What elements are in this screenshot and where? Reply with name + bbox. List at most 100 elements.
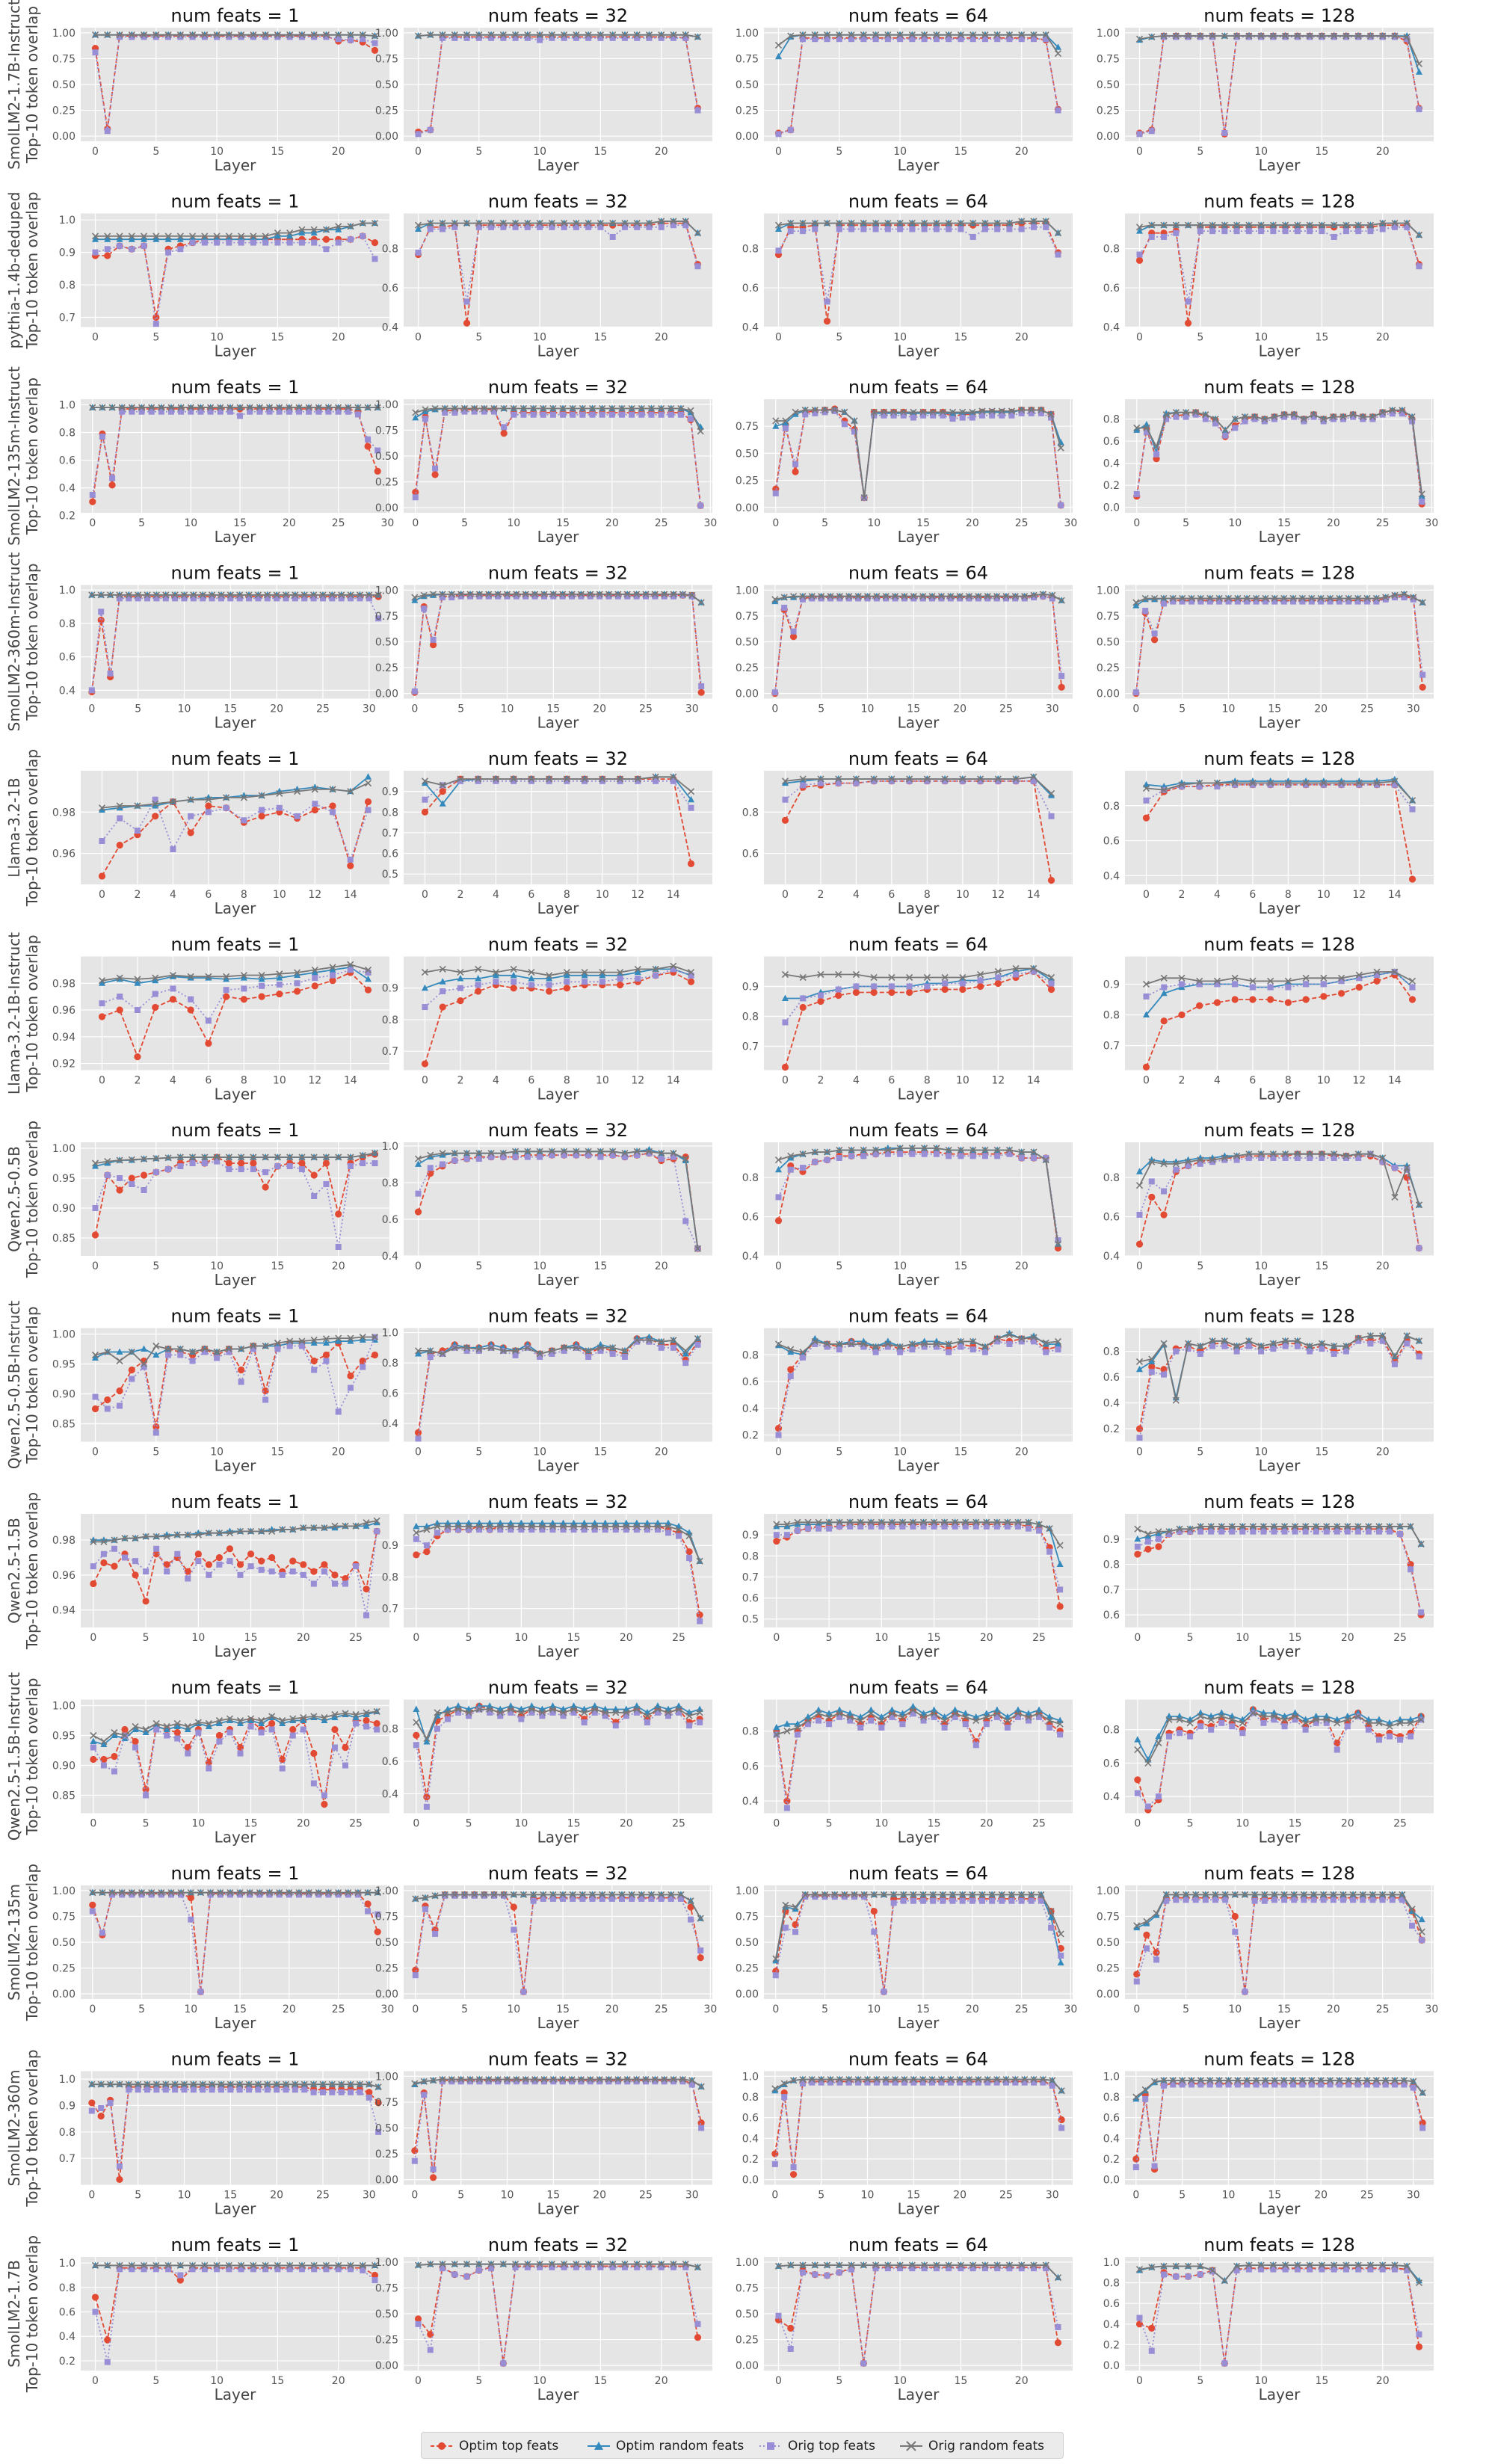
data-point	[852, 775, 860, 783]
data-point	[165, 1352, 172, 1358]
data-point	[520, 404, 528, 413]
series-line	[1137, 1526, 1422, 1544]
data-point	[365, 436, 372, 443]
data-point	[771, 596, 779, 603]
data-point	[868, 1523, 875, 1530]
data-point	[512, 34, 519, 41]
data-point	[1320, 418, 1327, 425]
x-tick-label: 20	[297, 1632, 310, 1644]
data-point	[298, 1159, 306, 1167]
data-point	[423, 1548, 431, 1556]
data-point	[921, 1343, 928, 1350]
data-point	[250, 34, 256, 40]
data-point	[995, 974, 1002, 981]
data-point	[312, 975, 318, 982]
data-point	[1249, 996, 1257, 1003]
series-orig-top	[422, 777, 694, 811]
x-tick-label: 25	[349, 1818, 363, 1830]
data-point	[1209, 221, 1216, 229]
data-point	[945, 220, 952, 227]
data-point	[1043, 224, 1049, 230]
data-point	[645, 1337, 653, 1344]
data-point	[823, 31, 831, 39]
data-point	[321, 1800, 328, 1808]
data-point	[787, 126, 794, 133]
x-tick-label: 5	[475, 332, 482, 344]
panel-title: num feats = 32	[488, 1120, 628, 1141]
data-point	[325, 408, 332, 415]
x-tick-label: 15	[954, 1260, 967, 1272]
data-point	[670, 222, 676, 229]
data-point	[1354, 1334, 1362, 1342]
data-point	[1330, 416, 1337, 422]
data-point	[347, 1385, 354, 1391]
data-point	[896, 1145, 904, 1152]
data-point	[1338, 779, 1345, 786]
data-point	[98, 977, 106, 985]
data-point	[633, 1337, 641, 1344]
data-point	[633, 1523, 641, 1530]
y-tick-label: 0.75	[736, 611, 759, 623]
data-point	[675, 1705, 682, 1713]
data-point	[1055, 107, 1061, 114]
data-point	[510, 971, 517, 979]
data-point	[289, 1557, 297, 1565]
data-point	[1391, 775, 1399, 783]
y-tick-label: 0.7	[742, 1571, 759, 1583]
series-line	[416, 1708, 700, 1740]
x-tick-label: 20	[297, 1818, 310, 1830]
data-point	[295, 408, 302, 415]
data-point	[910, 414, 916, 421]
data-point	[128, 1174, 135, 1182]
data-point	[623, 1713, 629, 1719]
data-point	[599, 775, 606, 783]
y-tick-label: 0.6	[382, 1756, 398, 1768]
data-point	[602, 1709, 609, 1716]
data-point	[512, 31, 520, 39]
data-point	[1196, 779, 1203, 786]
data-point	[539, 1527, 546, 1533]
data-point	[872, 1343, 880, 1351]
data-point	[116, 1006, 123, 1014]
data-point	[888, 1518, 895, 1526]
data-point	[475, 1347, 482, 1354]
data-point	[374, 1726, 380, 1733]
data-point	[111, 1752, 118, 1761]
data-point	[1184, 1340, 1192, 1347]
data-point	[184, 1722, 191, 1731]
data-point	[817, 992, 824, 999]
data-point	[910, 1523, 916, 1530]
x-axis-label: Layer	[537, 899, 580, 917]
data-point	[421, 808, 429, 816]
data-point	[823, 318, 831, 325]
data-point	[694, 263, 701, 270]
data-point	[771, 689, 778, 696]
panel-title: num feats = 128	[1203, 748, 1354, 769]
data-point	[300, 1713, 307, 1722]
data-point	[411, 688, 418, 694]
data-point	[855, 595, 862, 602]
data-point	[451, 224, 458, 230]
data-point	[921, 36, 928, 43]
data-point	[1197, 34, 1203, 40]
data-point	[831, 406, 839, 414]
data-point	[1258, 228, 1265, 235]
x-tick-label: 25	[349, 1632, 363, 1644]
data-point	[499, 220, 507, 227]
data-point	[540, 593, 547, 600]
row-label-2: SmolLM2-135m-InstructTop-10 token overla…	[5, 366, 41, 546]
data-point	[152, 991, 158, 997]
data-point	[899, 1523, 906, 1530]
data-point	[414, 1208, 422, 1216]
data-point	[804, 1518, 812, 1526]
data-point	[152, 974, 159, 982]
data-point	[289, 1716, 297, 1723]
data-point	[775, 52, 783, 60]
data-point	[201, 31, 209, 39]
data-point	[975, 593, 982, 600]
x-tick-label: 0	[92, 1260, 99, 1272]
data-point	[364, 780, 372, 787]
data-point	[213, 232, 221, 240]
data-point	[617, 775, 624, 783]
data-point	[612, 1709, 620, 1716]
